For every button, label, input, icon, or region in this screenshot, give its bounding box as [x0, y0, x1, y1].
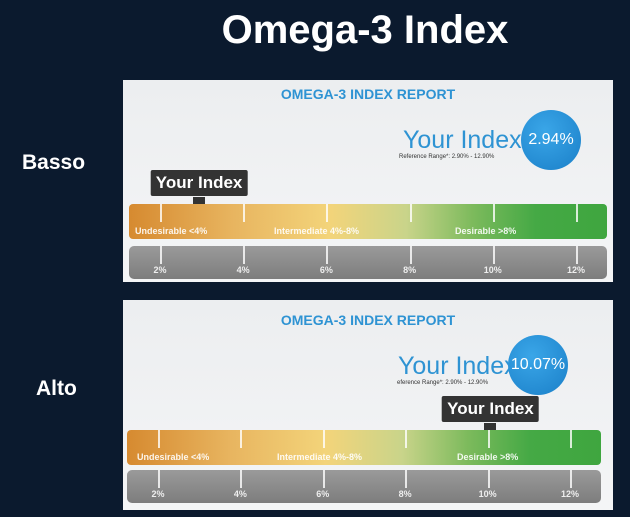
tick-label: 8%	[403, 265, 417, 275]
tick-line	[487, 470, 490, 488]
tick-line	[322, 430, 325, 448]
tick-label: 10%	[478, 489, 497, 499]
your-index-callout: Your Index	[150, 170, 248, 196]
report-title: OMEGA-3 INDEX REPORT	[280, 86, 456, 102]
tick-label: 10%	[483, 265, 502, 275]
tick-line	[322, 470, 325, 488]
tick-label: 6%	[319, 265, 333, 275]
tick-line	[326, 246, 329, 264]
page-title: Omega-3 Index	[221, 8, 509, 52]
tick-line	[160, 246, 162, 264]
zone-bar: Undesirable <4% Intermediate 4%-8% Desir…	[127, 430, 601, 465]
your-index-callout: Your Index	[442, 396, 539, 422]
report-panel-high: OMEGA-3 INDEX REPORT Your Index eference…	[123, 300, 613, 510]
tick-line	[570, 470, 572, 488]
zone-intermediate: Intermediate 4%-8%	[277, 452, 363, 462]
zone-undesirable: Undesirable <4%	[135, 226, 208, 236]
zone-undesirable: Undesirable <4%	[137, 452, 210, 462]
your-index-label: Your Index	[398, 352, 517, 380]
tick-line	[243, 246, 246, 264]
zone-intermediate: Intermediate 4%-8%	[274, 226, 360, 236]
callout-stem	[484, 423, 497, 431]
tick-label: 6%	[316, 489, 330, 499]
tick-line	[240, 430, 243, 448]
report-panel-low: OMEGA-3 INDEX REPORT Your Index Referenc…	[123, 80, 613, 282]
callout-stem	[193, 197, 206, 205]
tick-label: 2%	[153, 265, 167, 275]
tick-line	[492, 204, 495, 222]
tick-label: 12%	[566, 265, 586, 275]
tick-line	[492, 246, 495, 264]
zone-bar: Undesirable <4% Intermediate 4%-8% Desir…	[129, 204, 607, 239]
index-value-badge: 2.94%	[521, 110, 581, 170]
zone-desirable: Desirable >8%	[455, 226, 517, 236]
tick-line	[576, 246, 578, 264]
tick-line	[576, 204, 578, 222]
index-value-badge: 10.07%	[508, 335, 568, 395]
tick-line	[158, 430, 160, 448]
report-title: OMEGA-3 INDEX REPORT	[280, 312, 456, 328]
tick-line	[570, 430, 572, 448]
tick-label: 2%	[151, 489, 165, 499]
tick-line	[160, 204, 162, 222]
tick-label: 4%	[236, 265, 250, 275]
tick-line	[240, 470, 243, 488]
tick-label: 8%	[398, 489, 412, 499]
your-index-label: Your Index	[403, 126, 522, 154]
scale-bar: 2% 4% 6% 8% 10% 12%	[129, 246, 607, 279]
side-label-high: Alto	[36, 377, 77, 400]
tick-label: 4%	[233, 489, 247, 499]
tick-line	[405, 430, 408, 448]
reference-range: eference Range*: 2.90% - 12.90%	[397, 380, 489, 386]
tick-line	[409, 246, 412, 264]
tick-line	[158, 470, 160, 488]
reference-range: Reference Range*: 2.90% - 12.90%	[399, 154, 495, 160]
tick-line	[243, 204, 246, 222]
tick-label: 12%	[560, 489, 580, 499]
zone-desirable: Desirable >8%	[457, 452, 519, 462]
tick-line	[409, 204, 412, 222]
tick-line	[326, 204, 329, 222]
tick-line	[487, 430, 490, 448]
side-label-low: Basso	[22, 151, 86, 174]
tick-line	[405, 470, 408, 488]
scale-bar: 2% 4% 6% 8% 10% 12%	[127, 470, 601, 503]
